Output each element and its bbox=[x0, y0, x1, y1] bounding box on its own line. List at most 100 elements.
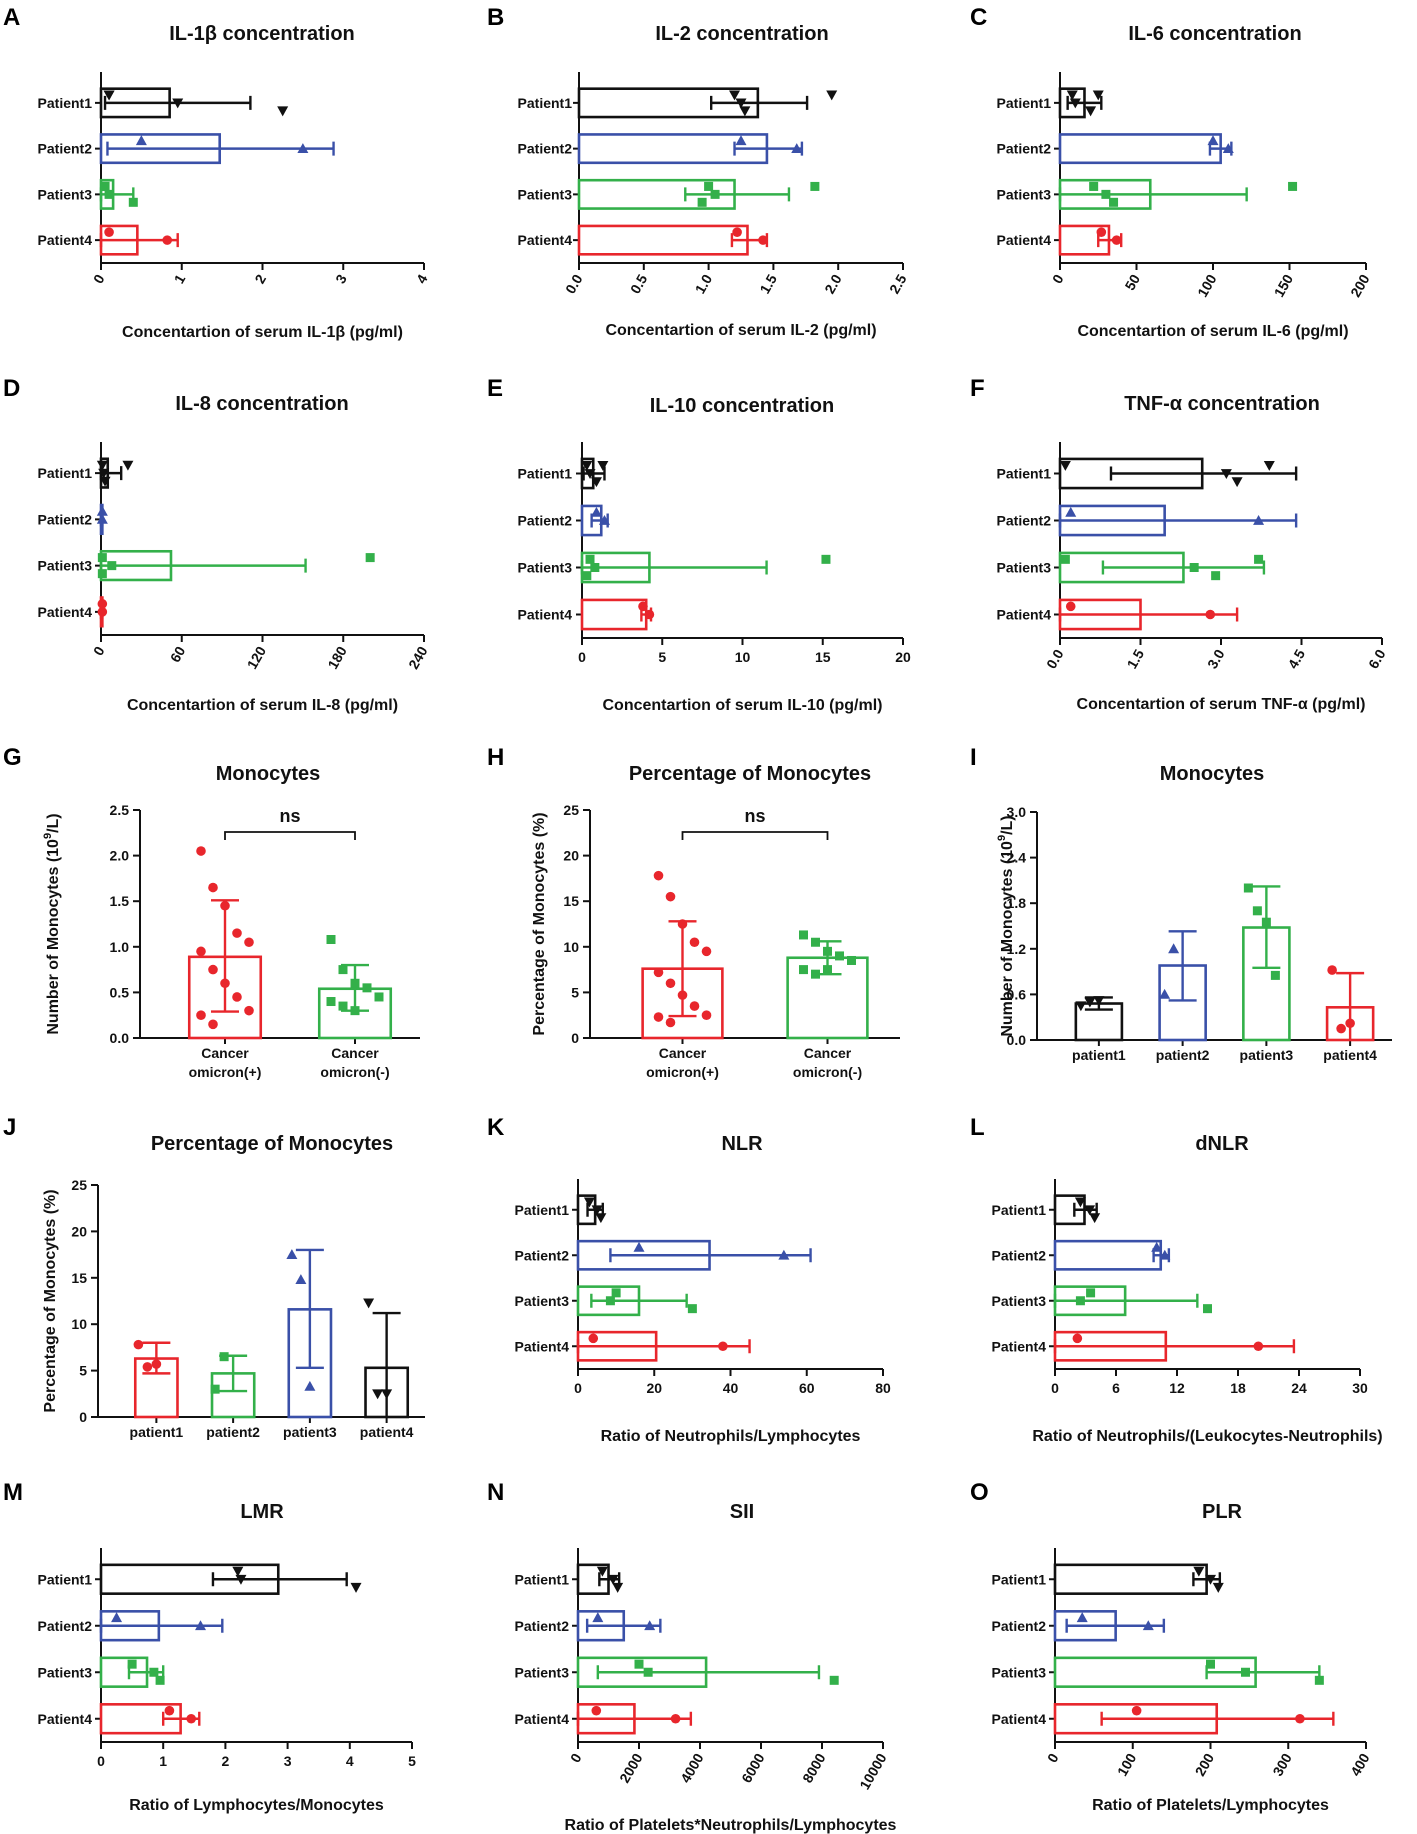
panel-label: D bbox=[3, 375, 20, 402]
data-point bbox=[232, 1566, 244, 1577]
data-point bbox=[220, 978, 230, 989]
x-tick-label: 0 bbox=[574, 1380, 582, 1396]
data-point bbox=[735, 98, 747, 109]
x-axis-label: Ratio of Lymphocytes/Monocytes bbox=[129, 1797, 384, 1814]
data-point bbox=[220, 900, 230, 911]
x-tick-label: 0.5 bbox=[627, 271, 651, 296]
x-tick-label: 200 bbox=[1347, 271, 1373, 299]
category-label: Patient1 bbox=[997, 95, 1052, 111]
category-label: Patient4 bbox=[992, 1711, 1047, 1727]
panel-j: J Percentage of Monocytes 0 5 10 15 20 25 Percen… bbox=[3, 1114, 425, 1440]
x-tick-label: 1.5 bbox=[1124, 646, 1148, 671]
data-point bbox=[350, 1006, 360, 1016]
x-axis-label: Concentartion of serum IL-6 (pg/ml) bbox=[1077, 323, 1348, 340]
y-tick-label: 0 bbox=[571, 1030, 579, 1046]
data-point bbox=[350, 1582, 362, 1593]
category-label: Cancer bbox=[804, 1045, 852, 1061]
x-tick-label: 3 bbox=[332, 271, 350, 286]
category-label: omicron(+) bbox=[189, 1064, 262, 1080]
data-point bbox=[104, 227, 114, 237]
category-label: Cancer bbox=[331, 1045, 379, 1061]
category-label: Patient1 bbox=[992, 1571, 1047, 1587]
x-axis-label: Concentartion of serum IL-8 (pg/ml) bbox=[127, 697, 398, 714]
data-point bbox=[1159, 1249, 1171, 1260]
category-label: omicron(-) bbox=[793, 1064, 862, 1080]
bar-patient2 bbox=[1058, 133, 1222, 165]
data-point bbox=[677, 990, 688, 1000]
panel-label: H bbox=[487, 744, 504, 771]
panel-label: B bbox=[487, 4, 504, 31]
x-tick-label: 20 bbox=[895, 649, 911, 665]
data-point bbox=[605, 1296, 615, 1306]
data-point bbox=[244, 937, 254, 948]
data-point bbox=[588, 1333, 599, 1344]
category-label: patient3 bbox=[283, 1424, 337, 1440]
x-tick-label: 0 bbox=[1049, 271, 1067, 286]
data-point bbox=[739, 106, 751, 117]
category-label: Patient1 bbox=[38, 465, 93, 481]
category-label: patient1 bbox=[130, 1424, 184, 1440]
panel-title: Percentage of Monocytes bbox=[151, 1133, 393, 1155]
category-label: Patient3 bbox=[38, 186, 93, 202]
x-tick-label: 2.5 bbox=[886, 271, 910, 296]
x-tick-label: 2 bbox=[222, 1753, 230, 1769]
data-point bbox=[122, 460, 134, 471]
category-label: Patient3 bbox=[515, 1664, 570, 1680]
y-tick-label: 15 bbox=[563, 893, 579, 909]
category-label: Patient4 bbox=[38, 1711, 93, 1727]
data-point bbox=[829, 1675, 839, 1685]
significance-bracket bbox=[224, 831, 356, 840]
data-point bbox=[208, 964, 218, 975]
category-label: patient4 bbox=[1323, 1047, 1377, 1063]
x-tick-label: 0 bbox=[1044, 1750, 1062, 1765]
data-point bbox=[643, 1667, 653, 1677]
x-tick-label: 6.0 bbox=[1365, 646, 1389, 671]
data-point bbox=[592, 1612, 604, 1623]
y-tick-label: 0.0 bbox=[1007, 1032, 1027, 1048]
data-point bbox=[1231, 477, 1243, 488]
panel-label: E bbox=[487, 375, 503, 402]
y-tick-label: 25 bbox=[71, 1177, 87, 1193]
panel-label: G bbox=[3, 744, 22, 771]
panel-title: NLR bbox=[721, 1133, 763, 1155]
category-label: Patient4 bbox=[515, 1338, 570, 1354]
data-point bbox=[133, 1339, 144, 1350]
data-point bbox=[704, 181, 714, 191]
data-point bbox=[338, 1001, 348, 1011]
category-label: Patient2 bbox=[997, 141, 1052, 157]
category-label: patient2 bbox=[206, 1424, 260, 1440]
data-point bbox=[232, 928, 242, 938]
panel-label: O bbox=[970, 1479, 989, 1506]
data-point bbox=[590, 477, 602, 488]
y-axis-label-part: Number of Monocytes (10 bbox=[999, 841, 1016, 1037]
data-point bbox=[103, 90, 115, 101]
category-label: Patient1 bbox=[992, 1202, 1047, 1218]
x-axis-label: Ratio of Platelets*Neutrophils/Lymphocyt… bbox=[565, 1817, 897, 1834]
category-label: Patient2 bbox=[997, 513, 1052, 529]
category-label: Patient2 bbox=[515, 1247, 570, 1263]
data-point bbox=[100, 181, 110, 191]
data-point bbox=[1066, 90, 1078, 101]
data-point bbox=[1065, 506, 1077, 517]
data-point bbox=[196, 846, 206, 856]
panel-label: L bbox=[970, 1114, 985, 1141]
data-point bbox=[1220, 469, 1232, 479]
data-point bbox=[1243, 883, 1253, 893]
data-point bbox=[1131, 1705, 1142, 1716]
data-point bbox=[732, 227, 742, 237]
panel-g: G Monocytes 0.0 0.5 1.0 1.5 2.0 2.5 Number of Mo… bbox=[3, 744, 420, 1080]
data-point bbox=[595, 1213, 607, 1224]
y-axis-label-part: /L) bbox=[45, 813, 62, 833]
data-point bbox=[244, 1005, 254, 1016]
data-point bbox=[1109, 197, 1119, 207]
data-point bbox=[1212, 1582, 1224, 1593]
data-point bbox=[689, 1001, 700, 1011]
data-point bbox=[758, 235, 768, 245]
data-point bbox=[350, 978, 360, 988]
data-point bbox=[1253, 515, 1265, 525]
data-point bbox=[155, 1675, 165, 1685]
x-tick-label: 0 bbox=[90, 271, 108, 286]
x-tick-label: 10000 bbox=[856, 1750, 889, 1792]
x-tick-label: 6 bbox=[1112, 1380, 1120, 1396]
